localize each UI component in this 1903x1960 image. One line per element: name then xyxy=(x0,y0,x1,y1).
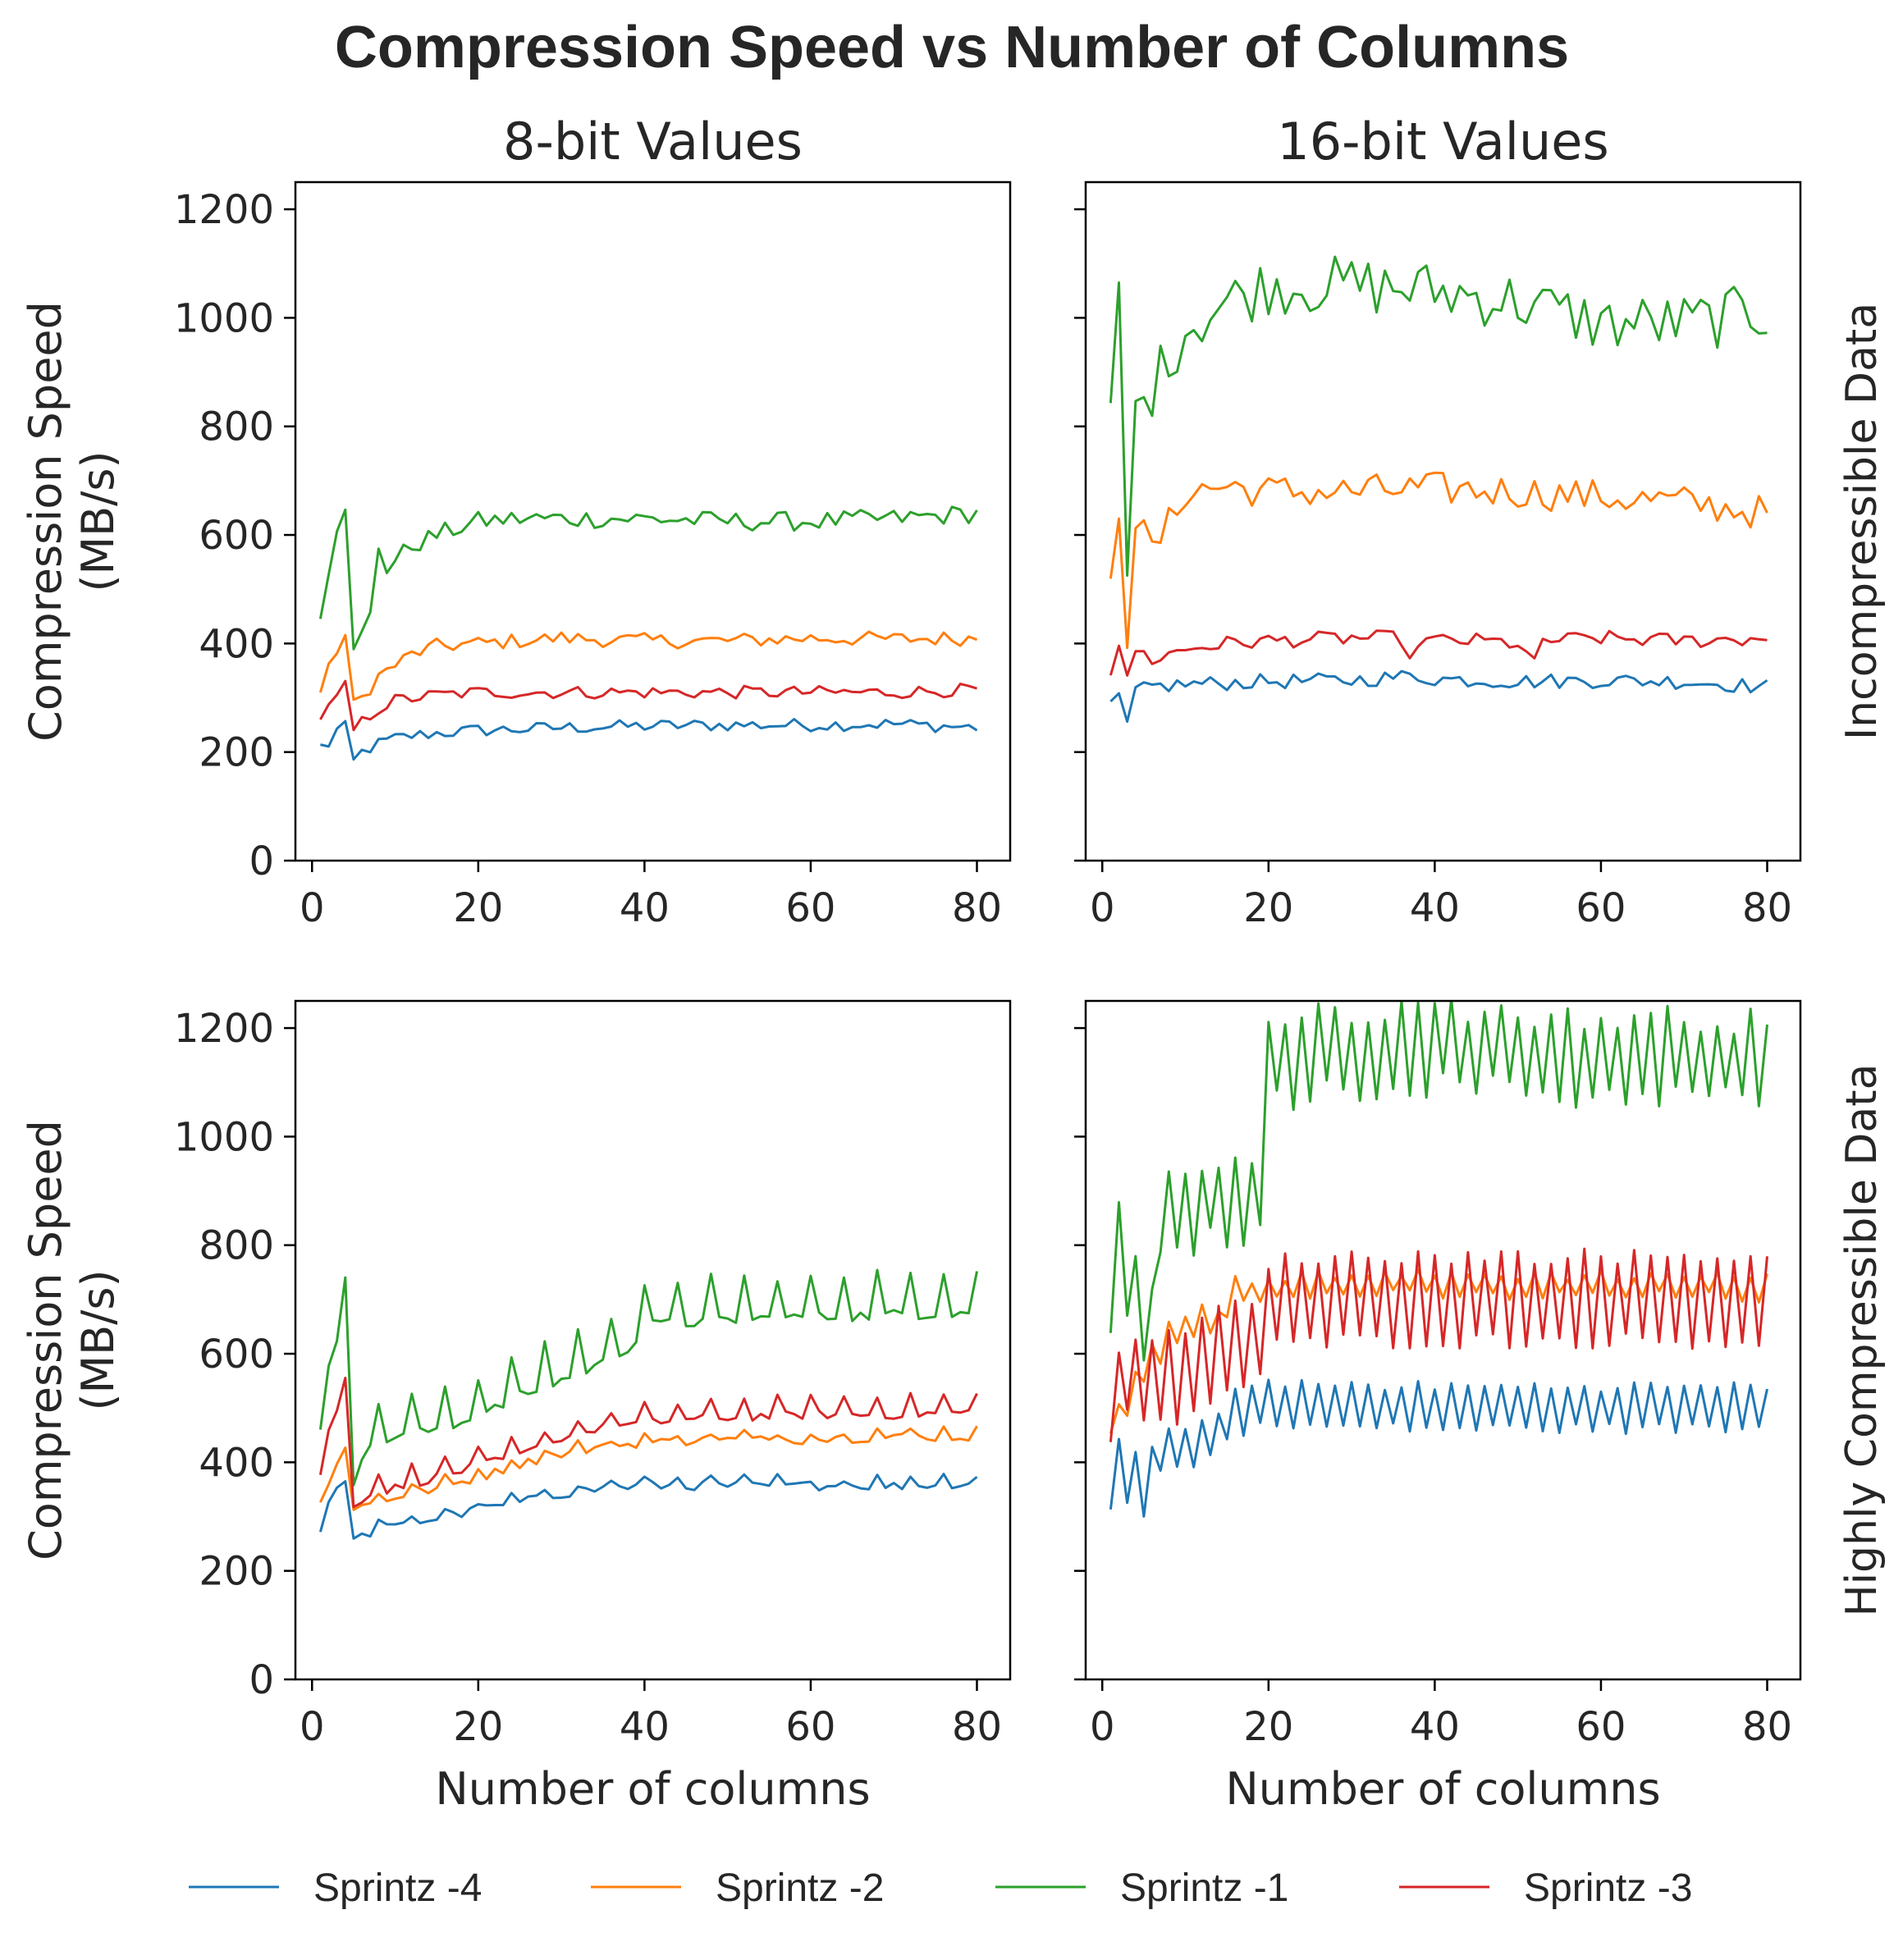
series-line-sprintz-3 xyxy=(319,679,977,732)
legend-label: Sprintz -3 xyxy=(1524,1866,1692,1910)
series-line-sprintz-1 xyxy=(1109,255,1768,577)
series-line-sprintz-1 xyxy=(1109,1001,1768,1362)
x-tick-label: 40 xyxy=(1410,885,1460,931)
legend-label: Sprintz -4 xyxy=(313,1866,482,1910)
series-line-sprintz-3 xyxy=(1109,1247,1768,1442)
x-tick-label: 20 xyxy=(453,1704,503,1750)
row-label: Incompressible Data xyxy=(1837,303,1887,740)
x-axis-label: Number of columns xyxy=(1225,1763,1660,1815)
y-tick-label: 600 xyxy=(199,1332,274,1377)
y-tick-label: 800 xyxy=(199,1223,274,1269)
x-tick-label: 80 xyxy=(952,1704,1002,1750)
series-line-sprintz-4 xyxy=(1109,669,1768,723)
legend-item: Sprintz -3 xyxy=(1399,1866,1692,1910)
series-lines xyxy=(1109,255,1768,723)
x-tick-label: 20 xyxy=(1243,885,1293,931)
chart-title: Compression Speed vs Number of Columns xyxy=(335,15,1569,80)
y-tick-label: 1000 xyxy=(174,295,274,341)
series-lines xyxy=(318,505,978,761)
subplot-2: 0 20 40 60 80 16-bit Values Incompressible Dat… xyxy=(1074,112,1887,931)
x-tick-label: 60 xyxy=(1576,1704,1626,1750)
y-tick-label: 200 xyxy=(199,730,274,776)
y-tick-label: 600 xyxy=(199,513,274,559)
y-axis-label-unit: (MB/s) xyxy=(72,1269,124,1410)
y-tick-label: 400 xyxy=(199,621,274,667)
y-tick-label: 1200 xyxy=(174,187,274,233)
column-title: 8-bit Values xyxy=(503,112,803,171)
series-line-sprintz-4 xyxy=(318,1473,978,1540)
y-axis-label-unit: (MB/s) xyxy=(72,450,124,592)
y-axis-label: Compression Speed xyxy=(20,1120,71,1560)
legend-item: Sprintz -1 xyxy=(995,1866,1288,1910)
x-tick-label: 80 xyxy=(952,885,1002,931)
y-tick-label: 1000 xyxy=(174,1114,274,1160)
x-tick-label: 40 xyxy=(620,885,670,931)
y-tick-label: 200 xyxy=(199,1549,274,1595)
series-lines xyxy=(1109,1001,1768,1518)
series-line-sprintz-1 xyxy=(318,1268,978,1487)
series-line-sprintz-3 xyxy=(318,1377,978,1509)
series-line-sprintz-3 xyxy=(1109,629,1768,677)
y-tick-label: 0 xyxy=(249,838,274,884)
y-tick-label: 1200 xyxy=(174,1006,274,1052)
x-tick-label: 60 xyxy=(1576,885,1626,931)
axes-frame xyxy=(1084,180,1802,862)
subplot-4: 0 20 40 60 80 Number of columns Highly Compres… xyxy=(1074,999,1887,1815)
series-line-sprintz-1 xyxy=(318,505,978,651)
series-line-sprintz-4 xyxy=(1109,1378,1768,1518)
y-axis-label: Compression Speed xyxy=(20,301,71,742)
x-tick-label: 20 xyxy=(1243,1704,1293,1750)
x-tick-label: 80 xyxy=(1742,885,1792,931)
x-tick-label: 40 xyxy=(1410,1704,1460,1750)
axes-frame xyxy=(1084,999,1802,1681)
y-tick-label: 0 xyxy=(249,1657,274,1703)
series-line-sprintz-4 xyxy=(320,718,978,761)
series-lines xyxy=(318,1268,978,1540)
x-tick-label: 0 xyxy=(1090,885,1115,931)
legend-item: Sprintz -4 xyxy=(189,1866,482,1910)
axes-frame xyxy=(294,999,1012,1681)
x-tick-label: 0 xyxy=(1090,1704,1115,1750)
x-tick-label: 40 xyxy=(620,1704,670,1750)
legend-label: Sprintz -1 xyxy=(1120,1866,1288,1910)
legend-label: Sprintz -2 xyxy=(716,1866,884,1910)
axes-frame xyxy=(294,180,1012,862)
series-line-sprintz-2 xyxy=(318,630,978,701)
y-tick-label: 800 xyxy=(199,404,274,450)
y-tick-label: 400 xyxy=(199,1440,274,1486)
legend-item: Sprintz -2 xyxy=(591,1866,884,1910)
x-tick-label: 0 xyxy=(300,885,325,931)
x-tick-label: 0 xyxy=(300,1704,325,1750)
x-tick-label: 60 xyxy=(785,1704,835,1750)
x-axis-label: Number of columns xyxy=(435,1763,870,1815)
series-line-sprintz-2 xyxy=(1109,471,1768,650)
column-title: 16-bit Values xyxy=(1277,112,1608,171)
x-tick-label: 60 xyxy=(785,885,835,931)
x-tick-label: 80 xyxy=(1742,1704,1792,1750)
legend: Sprintz -4 Sprintz -2 Sprintz -1 Sprintz -3 xyxy=(189,1866,1692,1910)
x-tick-label: 20 xyxy=(453,885,503,931)
series-line-sprintz-2 xyxy=(319,1425,978,1511)
row-label: Highly Compressible Data xyxy=(1837,1063,1887,1616)
